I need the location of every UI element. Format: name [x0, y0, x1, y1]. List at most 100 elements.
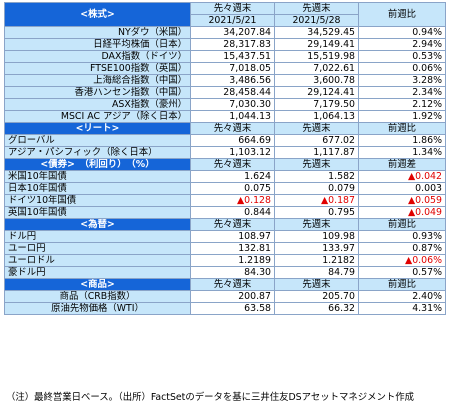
value-prev-prev-week: 132.81 — [190, 242, 275, 255]
col-header-prev-prev-week: 先々週末 — [190, 122, 275, 135]
col-header-change: 前週比 — [358, 2, 446, 27]
value-prev-week: 7,179.50 — [274, 98, 359, 111]
value-prev-week: 677.02 — [274, 134, 359, 147]
bonds-row: 英国10年国債 0.844 0.795 ▲0.049 — [4, 206, 446, 219]
value-prev-prev-week: 28,317.83 — [190, 38, 275, 51]
fx-row: ユーロドル 1.2189 1.2182 ▲0.06% — [4, 254, 446, 267]
value-prev-week: 3,600.78 — [274, 74, 359, 87]
reit-header-row: <リート> 先々週末 先週末 前週比 — [4, 122, 446, 135]
value-change: 0.87% — [358, 242, 446, 255]
row-label: 香港ハンセン指数（中国） — [4, 86, 191, 99]
value-prev-prev-week: 1.624 — [190, 170, 275, 183]
value-prev-prev-week: 1.2189 — [190, 254, 275, 267]
commodities-row: 商品（CRB指数） 200.87 205.70 2.40% — [4, 290, 446, 303]
value-prev-prev-week: 34,207.84 — [190, 26, 275, 39]
value-prev-prev-week: 1,044.13 — [190, 110, 275, 123]
row-label: 豪ドル円 — [4, 266, 191, 279]
col-header-change: 前週比 — [358, 218, 446, 231]
row-label: ドル円 — [4, 230, 191, 243]
row-label: 日本10年国債 — [4, 182, 191, 195]
value-prev-prev-week: 664.69 — [190, 134, 275, 147]
fx-row: ユーロ円 132.81 133.97 0.87% — [4, 242, 446, 255]
col-header-prev-prev-week: 先々週末 — [190, 158, 275, 171]
value-prev-prev-week: 0.844 — [190, 206, 275, 219]
value-prev-prev-week: 63.58 — [190, 302, 275, 315]
stocks-date-row: 2021/5/21 2021/5/28 — [5, 14, 446, 27]
value-change: 1.86% — [358, 134, 446, 147]
col-header-prev-prev-week: 先々週末 — [190, 218, 275, 231]
bonds-header-row: <債券> （利回り） （%） 先々週末 先週末 前週差 — [4, 158, 446, 171]
row-label: NYダウ（米国） — [4, 26, 191, 39]
row-label: 上海総合指数（中国） — [4, 74, 191, 87]
stocks-row: DAX指数（ドイツ） 15,437.51 15,519.98 0.53% — [4, 50, 446, 63]
value-change: ▲0.06% — [358, 254, 446, 267]
row-label: ASX指数（豪州） — [4, 98, 191, 111]
col-header-change: 前週比 — [358, 122, 446, 135]
row-label: 英国10年国債 — [4, 206, 191, 219]
value-change: 0.94% — [358, 26, 446, 39]
bonds-row: 日本10年国債 0.075 0.079 0.003 — [4, 182, 446, 195]
value-prev-week: 84.79 — [274, 266, 359, 279]
market-table-body: <株式> 先々週末 先週末 前週比 2021/5/21 2021/5/28 NY… — [4, 2, 446, 315]
value-change: 1.34% — [358, 146, 446, 159]
row-label: ユーロ円 — [4, 242, 191, 255]
row-label: DAX指数（ドイツ） — [4, 50, 191, 63]
value-prev-prev-week: ▲0.128 — [190, 194, 275, 207]
value-prev-week: 1.582 — [274, 170, 359, 183]
value-change: 2.12% — [358, 98, 446, 111]
date-prev-week: 2021/5/28 — [274, 14, 359, 27]
value-prev-prev-week: 108.97 — [190, 230, 275, 243]
value-change: 0.003 — [358, 182, 446, 195]
section-label-reit: <リート> — [4, 122, 191, 135]
row-label: ユーロドル — [4, 254, 191, 267]
stocks-row: NYダウ（米国） 34,207.84 34,529.45 0.94% — [4, 26, 446, 39]
value-change: 2.40% — [358, 290, 446, 303]
commodities-header-row: <商品> 先々週末 先週末 前週比 — [4, 278, 446, 291]
row-label: 日経平均株価（日本） — [4, 38, 191, 51]
value-prev-week: 7,022.61 — [274, 62, 359, 75]
section-label-fx: <為替> — [4, 218, 191, 231]
fx-header-row: <為替> 先々週末 先週末 前週比 — [4, 218, 446, 231]
row-label: 原油先物価格（WTI） — [4, 302, 191, 315]
value-prev-week: 205.70 — [274, 290, 359, 303]
value-change: ▲0.042 — [358, 170, 446, 183]
col-header-prev-week: 先週末 — [274, 218, 359, 231]
value-prev-prev-week: 15,437.51 — [190, 50, 275, 63]
value-prev-week: 29,124.41 — [274, 86, 359, 99]
stocks-header-row: <株式> 先々週末 先週末 前週比 — [4, 2, 446, 27]
value-change: 1.92% — [358, 110, 446, 123]
value-prev-week: 109.98 — [274, 230, 359, 243]
market-table-container: <株式> 先々週末 先週末 前週比 2021/5/21 2021/5/28 NY… — [4, 2, 446, 315]
col-header-prev-week: 先週末 — [274, 2, 359, 15]
value-change: 3.28% — [358, 74, 446, 87]
row-label: MSCI AC アジア（除く日本） — [4, 110, 191, 123]
row-label: 商品（CRB指数） — [4, 290, 191, 303]
section-label-commodities: <商品> — [4, 278, 191, 291]
stocks-row: 香港ハンセン指数（中国） 28,458.44 29,124.41 2.34% — [4, 86, 446, 99]
stocks-row: MSCI AC アジア（除く日本） 1,044.13 1,064.13 1.92% — [4, 110, 446, 123]
value-change: 4.31% — [358, 302, 446, 315]
row-label: ドイツ10年国債 — [4, 194, 191, 207]
row-label: グローバル — [4, 134, 191, 147]
value-prev-week: 133.97 — [274, 242, 359, 255]
fx-row: ドル円 108.97 109.98 0.93% — [4, 230, 446, 243]
value-change: ▲0.059 — [358, 194, 446, 207]
row-label: 米国10年国債 — [4, 170, 191, 183]
reit-row: グローバル 664.69 677.02 1.86% — [4, 134, 446, 147]
section-label-stocks: <株式> — [4, 2, 191, 27]
value-prev-week: 66.32 — [274, 302, 359, 315]
value-prev-week: 1.2182 — [274, 254, 359, 267]
value-prev-prev-week: 28,458.44 — [190, 86, 275, 99]
stocks-row: ASX指数（豪州） 7,030.30 7,179.50 2.12% — [4, 98, 446, 111]
stocks-row: 上海総合指数（中国） 3,486.56 3,600.78 3.28% — [4, 74, 446, 87]
value-prev-prev-week: 1,103.12 — [190, 146, 275, 159]
bonds-row: ドイツ10年国債 ▲0.128 ▲0.187 ▲0.059 — [4, 194, 446, 207]
stocks-row: FTSE100指数（英国） 7,018.05 7,022.61 0.06% — [4, 62, 446, 75]
value-change: 0.93% — [358, 230, 446, 243]
value-prev-prev-week: 84.30 — [190, 266, 275, 279]
value-change: 0.53% — [358, 50, 446, 63]
commodities-row: 原油先物価格（WTI） 63.58 66.32 4.31% — [4, 302, 446, 315]
value-prev-week: 29,149.41 — [274, 38, 359, 51]
value-prev-prev-week: 0.075 — [190, 182, 275, 195]
value-prev-week: 34,529.45 — [274, 26, 359, 39]
